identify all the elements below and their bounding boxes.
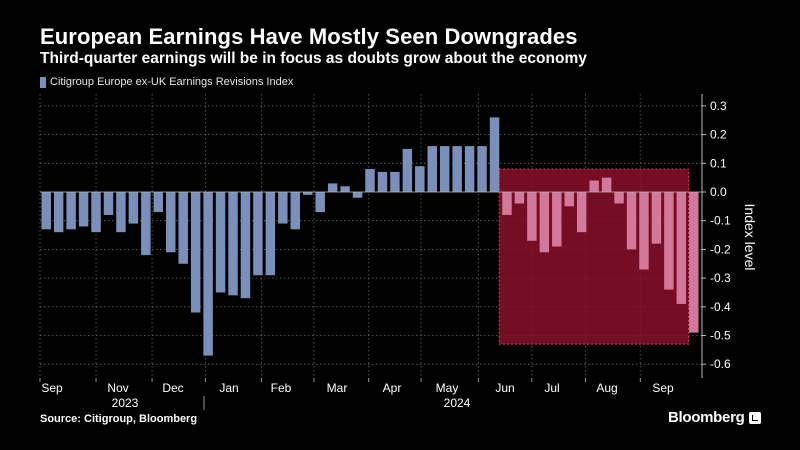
bar [489, 117, 500, 192]
bar [166, 192, 176, 253]
brand-name: Bloomberg [668, 409, 745, 426]
bar [290, 192, 301, 230]
bar [689, 192, 699, 333]
bar [464, 146, 475, 192]
chart-subtitle: Third-quarter earnings will be in focus … [40, 50, 587, 67]
bar [614, 192, 624, 204]
bar [178, 192, 188, 264]
bar [664, 192, 674, 290]
x-year-label: 2023 [112, 396, 139, 410]
bar [53, 192, 64, 233]
bar [439, 146, 450, 192]
bloomberg-logo: Bloomberg [668, 409, 762, 426]
y-tick-label: -0.6 [710, 357, 731, 371]
bloomberg-terminal-icon [749, 411, 762, 424]
bar [651, 192, 662, 244]
y-tick-label: -0.1 [710, 214, 731, 228]
y-tick-label: -0.3 [710, 271, 731, 285]
bar [564, 192, 574, 207]
bar [240, 192, 251, 299]
y-tick-label: 0.2 [710, 128, 727, 142]
x-year-label: 2024 [444, 396, 471, 410]
x-tick-label: Jan [219, 381, 238, 395]
bar [514, 192, 525, 204]
bar [66, 192, 76, 230]
bar [539, 192, 550, 253]
y-tick-label: -0.2 [710, 242, 731, 256]
bar [502, 192, 512, 215]
bar [552, 192, 562, 247]
bar [91, 192, 101, 233]
bar [228, 192, 238, 296]
bar [215, 192, 226, 293]
bar [601, 177, 612, 192]
x-tick-label: Apr [383, 381, 402, 395]
y-tick-label: 0.3 [710, 99, 727, 113]
bar [203, 192, 213, 356]
bar [278, 192, 288, 224]
x-tick-label: Feb [271, 381, 292, 395]
bar [303, 192, 313, 195]
bar [415, 166, 425, 192]
bar [589, 180, 599, 192]
y-tick-label: -0.5 [710, 329, 731, 343]
bar [253, 192, 263, 276]
bar [103, 192, 114, 215]
x-tick-label: Mar [327, 381, 348, 395]
bar [141, 192, 151, 256]
legend: Citigroup Europe ex-UK Earnings Revision… [40, 76, 293, 88]
bar [452, 146, 462, 192]
bar [676, 192, 687, 304]
bar [128, 192, 139, 224]
x-tick-label: Dec [162, 381, 183, 395]
bar [402, 148, 413, 192]
legend-swatch [40, 76, 46, 88]
bar [190, 192, 201, 313]
bar [78, 192, 89, 227]
y-tick-label: 0.1 [710, 156, 727, 170]
y-axis-label: Index level [742, 204, 758, 271]
chart-title: European Earnings Have Mostly Seen Downg… [40, 24, 578, 49]
bar [265, 192, 276, 276]
y-tick-label: 0.0 [710, 185, 727, 199]
bar [576, 192, 587, 233]
y-tick-label: -0.4 [710, 300, 731, 314]
bar [315, 192, 325, 213]
bar [527, 192, 537, 241]
x-tick-label: May [436, 381, 459, 395]
bar [427, 146, 437, 192]
bar [41, 192, 51, 230]
bar [477, 146, 487, 192]
x-tick-label: Aug [596, 381, 617, 395]
bar [377, 171, 388, 192]
x-tick-label: Sep [652, 381, 674, 395]
bar [327, 183, 338, 192]
bar [639, 192, 649, 270]
bar [365, 169, 375, 192]
bar [340, 186, 350, 192]
bar [153, 192, 164, 213]
legend-label: Citigroup Europe ex-UK Earnings Revision… [50, 76, 294, 88]
x-tick-label: Jul [544, 381, 559, 395]
bar [352, 192, 363, 198]
bar [626, 192, 637, 250]
bar [390, 171, 400, 192]
x-tick-label: Sep [41, 381, 63, 395]
x-tick-label: Nov [107, 381, 128, 395]
source-note: Source: Citigroup, Bloomberg [40, 413, 198, 425]
bar [116, 192, 126, 233]
x-tick-label: Jun [495, 381, 514, 395]
